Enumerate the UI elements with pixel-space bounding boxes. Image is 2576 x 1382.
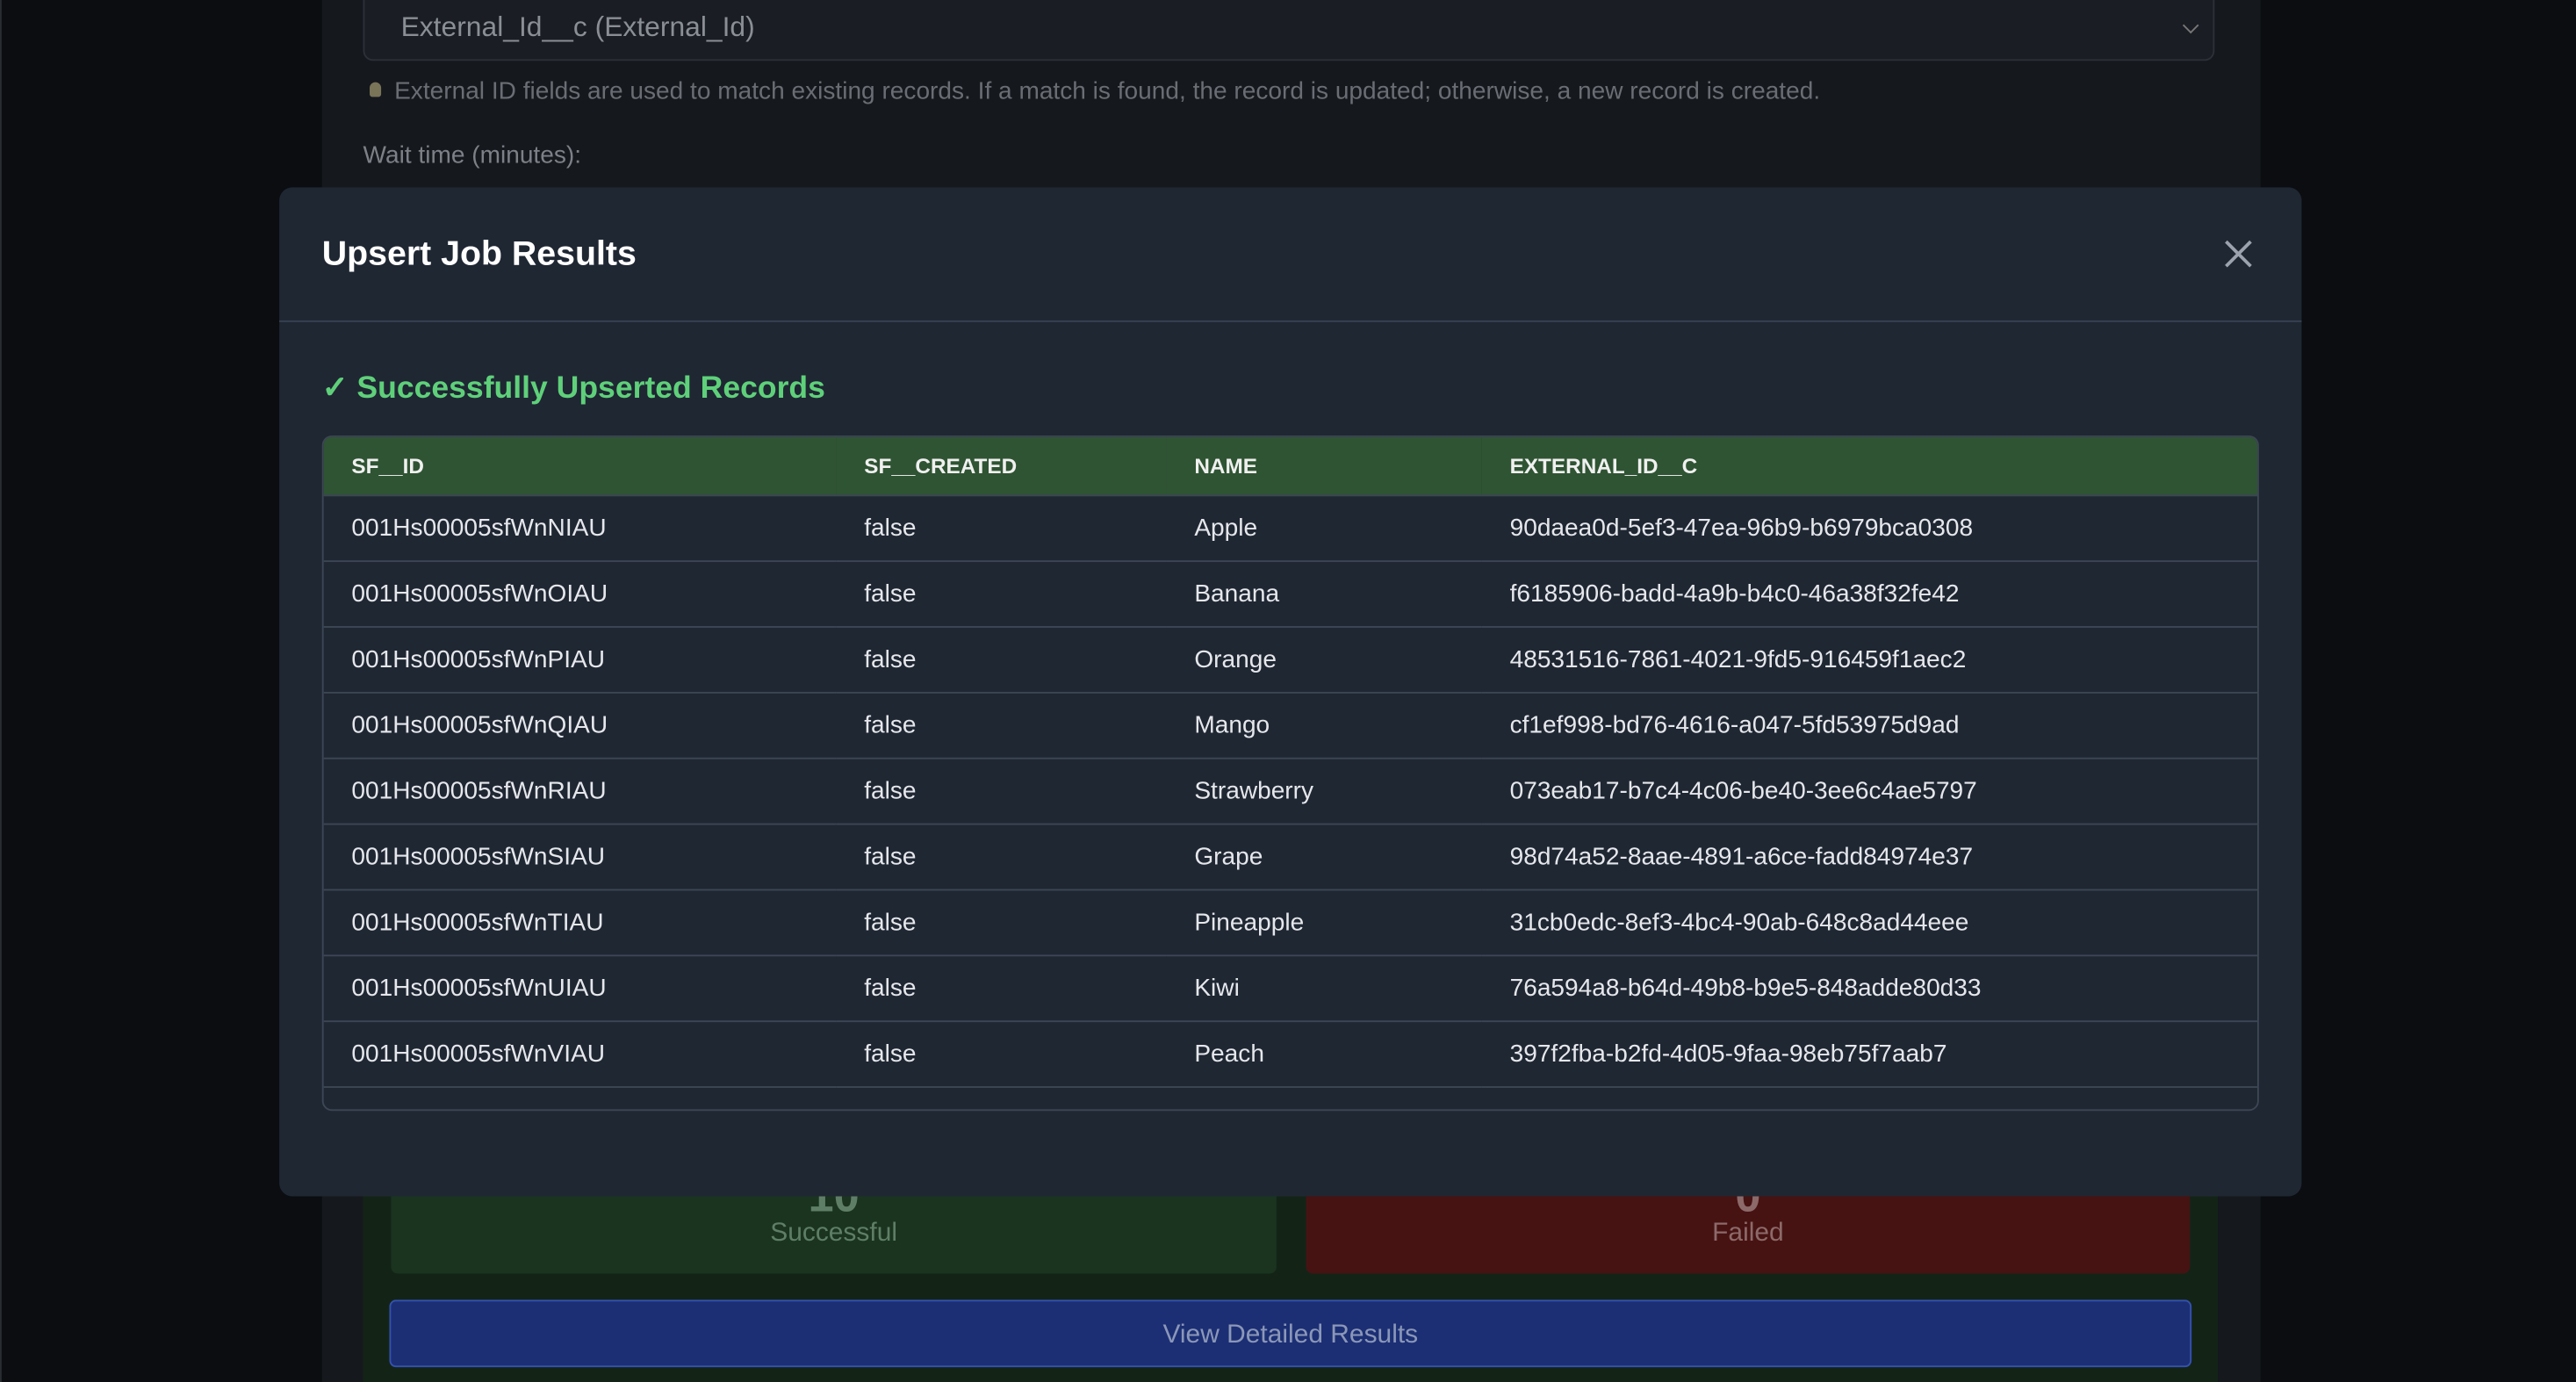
table-row[interactable]: 001Hs00005sfWnRIAU false Strawberry 073eab1… bbox=[323, 757, 2257, 824]
stat-label: Failed bbox=[1712, 1219, 1784, 1248]
table-cell: 48531516-7861-4021-9fd5-916459f1aec2 bbox=[1481, 626, 2257, 693]
table-cell: Orange bbox=[1166, 626, 1482, 693]
hint-icon bbox=[370, 82, 382, 97]
table-cell: Kiwi bbox=[1166, 954, 1482, 1022]
table-cell: 001Hs00005sfWnQIAU bbox=[323, 691, 837, 759]
select-value: External_Id__c (External_Id) bbox=[400, 11, 755, 43]
section-title: ✓ Successfully Upserted Records bbox=[321, 371, 825, 407]
table-row[interactable]: 001Hs00005sfWnNIAU false Apple 90daea0d-5ef… bbox=[323, 494, 2257, 562]
table-cell: 397f2fba-b2fd-4d05-9faa-98eb75f7aab7 bbox=[1481, 1020, 2257, 1088]
table-cell: false bbox=[836, 560, 1167, 628]
divider bbox=[0, 0, 2, 1382]
table-cell: Pineapple bbox=[1166, 889, 1482, 956]
table-cell: false bbox=[836, 954, 1167, 1022]
table-cell: 31cb0edc-8ef3-4bc4-90ab-648c8ad44eee bbox=[1481, 889, 2257, 956]
modal: Upsert Job Results ✓ Successfully Upsert… bbox=[279, 187, 2302, 1197]
table-cell: Mango bbox=[1166, 691, 1482, 759]
table-cell: false bbox=[836, 889, 1167, 956]
modal-title: Upsert Job Results bbox=[321, 234, 637, 273]
stat-label: Successful bbox=[770, 1219, 898, 1248]
results-table: SF__ID SF__CREATED NAME EXTERNAL_ID__C 001Hs… bbox=[323, 436, 2257, 1110]
table-cell: Peach bbox=[1166, 1020, 1482, 1088]
header-row: SF__ID SF__CREATED NAME EXTERNAL_ID__C bbox=[323, 436, 2257, 496]
column-header: EXTERNAL_ID__C bbox=[1481, 436, 2257, 496]
table-row[interactable]: 001Hs00005sfWnPIAU false Orange 48531516-78… bbox=[323, 626, 2257, 693]
column-header: NAME bbox=[1166, 436, 1482, 496]
table-cell: Banana bbox=[1166, 560, 1482, 628]
table-cell: false bbox=[836, 1086, 1167, 1110]
table-cell: 001Hs00005sfWnRIAU bbox=[323, 757, 837, 824]
table-cell: Grape bbox=[1166, 823, 1482, 890]
table-cell: 073eab17-b7c4-4c06-be40-3ee6c4ae5797 bbox=[1481, 757, 2257, 824]
table-cell: false bbox=[836, 757, 1167, 824]
hint-text: External ID fields are used to match exi… bbox=[394, 76, 1821, 105]
column-header: SF__ID bbox=[323, 436, 837, 496]
table-cell: 001Hs00005sfWnNIAU bbox=[323, 494, 837, 562]
external-id-select[interactable]: External_Id__c (External_Id) bbox=[363, 0, 2215, 61]
table-cell: false bbox=[836, 823, 1167, 890]
table-cell: Apple bbox=[1166, 494, 1482, 562]
wait-label: Wait time (minutes): bbox=[363, 140, 582, 169]
table-cell: 001Hs00005sfWnOIAU bbox=[323, 560, 837, 628]
table-cell: false bbox=[836, 691, 1167, 759]
table-row[interactable]: 001Hs00005sfWnOIAU false Banana f6185906-ba… bbox=[323, 560, 2257, 628]
table-cell: 001Hs00005sfWnUIAU bbox=[323, 954, 837, 1022]
table-cell: false bbox=[836, 1020, 1167, 1088]
table-row[interactable]: 001Hs00005sfWnUIAU false Kiwi 76a594a8-b64d… bbox=[323, 954, 2257, 1022]
table-row[interactable]: 001Hs00005sfWnVIAU false Peach 397f2fba-b2f… bbox=[323, 1020, 2257, 1088]
table-cell: cf1ef998-bd76-4616-a047-5fd53975d9ad bbox=[1481, 691, 2257, 759]
table-row[interactable]: 001Hs00005sfWnQIAU false Mango cf1ef998-bd7… bbox=[323, 691, 2257, 759]
table-cell: 76a594a8-b64d-49b8-b9e5-848adde80d33 bbox=[1481, 954, 2257, 1022]
table-cell: 001Hs00005sfWnSIAU bbox=[323, 823, 837, 890]
table-cell: 90daea0d-5ef3-47ea-96b9-b6979bca0308 bbox=[1481, 494, 2257, 562]
table-container: SF__ID SF__CREATED NAME EXTERNAL_ID__C 001Hs… bbox=[321, 435, 2259, 1112]
table-cell: Strawberry bbox=[1166, 757, 1482, 824]
table-cell: 98d74a52-8aae-4891-a6ce-fadd84974e37 bbox=[1481, 823, 2257, 890]
column-header: SF__CREATED bbox=[836, 436, 1167, 496]
table-cell: f6185906-badd-4a9b-b4c0-46a38f32fe42 bbox=[1481, 560, 2257, 628]
table-cell: 001Hs00005sfWnTIAU bbox=[323, 889, 837, 956]
header-divider bbox=[279, 320, 2302, 322]
table-cell: false bbox=[836, 626, 1167, 693]
table-row[interactable]: 001Hs00005sfWnSIAU false Grape 98d74a52-8aa… bbox=[323, 823, 2257, 890]
table-cell: 001Hs00005sfWnPIAU bbox=[323, 626, 837, 693]
close-button[interactable] bbox=[2225, 240, 2253, 268]
table-row[interactable]: 001Hs00005sfWnWIAUfalseWatermelon7d6b1e3… bbox=[323, 1086, 2257, 1110]
table-cell: 001Hs00005sfWnVIAU bbox=[323, 1020, 837, 1088]
table-cell: Watermelon bbox=[1166, 1086, 1482, 1110]
table-cell: false bbox=[836, 494, 1167, 562]
table-cell: 7d6b1e36-dfa6-41d2-893e-7e5e6637005e bbox=[1481, 1086, 2257, 1110]
details-button[interactable]: View Detailed Results bbox=[389, 1299, 2192, 1368]
chevron bbox=[2182, 17, 2199, 34]
table-row[interactable]: 001Hs00005sfWnTIAU false Pineapple 31cb0edc… bbox=[323, 889, 2257, 956]
table-cell: 001Hs00005sfWnWIAU bbox=[323, 1086, 837, 1110]
